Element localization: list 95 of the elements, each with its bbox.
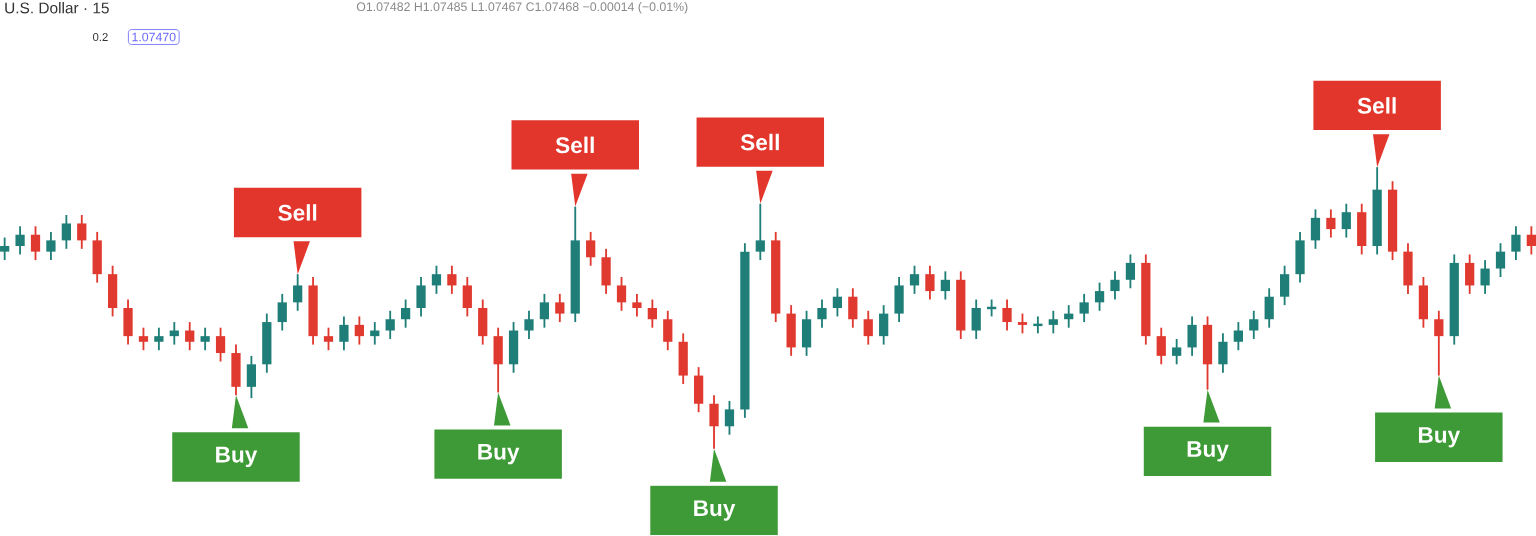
candlestick <box>1125 253 1136 290</box>
candlestick <box>925 265 935 301</box>
candlestick <box>385 310 395 341</box>
candlestick <box>586 231 596 268</box>
annotation: Sell <box>1357 97 1396 115</box>
candlestick <box>601 248 611 296</box>
candlestick <box>107 265 118 318</box>
candlestick <box>431 265 442 296</box>
annotation: Buy <box>1418 427 1461 448</box>
candlestick <box>539 293 550 330</box>
candlestick <box>293 273 303 313</box>
candlestick <box>1310 208 1321 251</box>
candlestick <box>678 332 688 386</box>
candlestick <box>1110 270 1120 301</box>
candlestick <box>1156 327 1166 366</box>
candlestick <box>1172 338 1182 366</box>
candlestick <box>940 270 950 301</box>
candlestick <box>709 394 719 451</box>
candlestick <box>817 299 827 330</box>
candlestick <box>1202 315 1213 391</box>
candlestick <box>493 327 503 394</box>
candlestick <box>524 310 534 341</box>
candlestick <box>555 293 565 324</box>
candlestick <box>1341 203 1351 239</box>
candlestick <box>1249 310 1259 341</box>
candlestick <box>339 315 349 352</box>
candlestick <box>416 276 426 318</box>
candlestick <box>447 265 457 296</box>
candlestick <box>1465 253 1475 296</box>
candlestick <box>1279 265 1290 307</box>
candlestick <box>231 344 241 397</box>
candlestick <box>1079 293 1089 324</box>
candlestick <box>400 299 411 330</box>
candlestick <box>1418 276 1429 330</box>
candlestick <box>215 327 226 363</box>
candlestick <box>123 299 133 346</box>
candlestick <box>863 310 873 346</box>
candlestick <box>1264 287 1274 330</box>
candlestick <box>1403 242 1413 296</box>
candlestick <box>200 327 210 352</box>
candlestick <box>1094 282 1105 313</box>
candlestick <box>138 327 149 352</box>
candlestick <box>154 327 164 352</box>
candlestick <box>77 214 87 251</box>
candlestick <box>848 287 858 330</box>
annotation: Buy <box>478 444 520 465</box>
annotation: Buy <box>216 447 258 468</box>
annotation: Sell <box>555 136 594 154</box>
candlestick <box>755 203 765 262</box>
candlestick <box>1233 321 1243 352</box>
candlestick <box>894 276 904 324</box>
candlestick <box>786 304 796 358</box>
candlestick <box>663 310 673 352</box>
candlestick <box>693 366 704 414</box>
candlestick <box>1357 203 1367 256</box>
candlestick <box>1295 231 1305 284</box>
candlestick <box>1526 225 1536 256</box>
candlestick <box>1480 259 1490 296</box>
candlestick <box>15 225 25 256</box>
annotation: Sell <box>740 134 779 151</box>
candlestick <box>1218 332 1228 375</box>
candlestick <box>92 231 102 284</box>
candlestick <box>801 310 812 358</box>
candlestick <box>1048 310 1058 335</box>
candlestick <box>616 276 627 313</box>
annotation: Sell <box>278 204 317 222</box>
candlestick <box>30 225 41 262</box>
candlestick <box>185 321 195 352</box>
annotation: Buy <box>1187 441 1229 462</box>
candlestick <box>832 287 843 318</box>
candlestick <box>1017 313 1028 335</box>
candlestick <box>246 355 257 400</box>
annotation: Buy <box>694 500 736 522</box>
candlestick <box>462 276 472 318</box>
candlestick <box>1434 310 1444 377</box>
candlestick <box>1002 299 1012 332</box>
candlestick <box>323 327 334 352</box>
candlestick <box>1187 315 1197 358</box>
candlestick <box>262 313 272 375</box>
candlestick <box>354 315 364 346</box>
candlestick <box>46 231 56 262</box>
candlestick <box>478 299 488 346</box>
candlestick <box>1326 208 1336 239</box>
candlestick <box>647 299 657 330</box>
candlestick <box>909 265 920 296</box>
candlestick <box>724 400 735 437</box>
candlestick <box>879 304 889 346</box>
candlestick <box>1511 225 1521 262</box>
candlestick <box>1495 242 1506 279</box>
candlestick <box>0 237 10 262</box>
candlestick <box>508 321 519 375</box>
candlestick <box>61 214 71 251</box>
candlestick <box>632 293 642 318</box>
candlestick <box>277 293 287 332</box>
candlestick <box>971 299 981 341</box>
